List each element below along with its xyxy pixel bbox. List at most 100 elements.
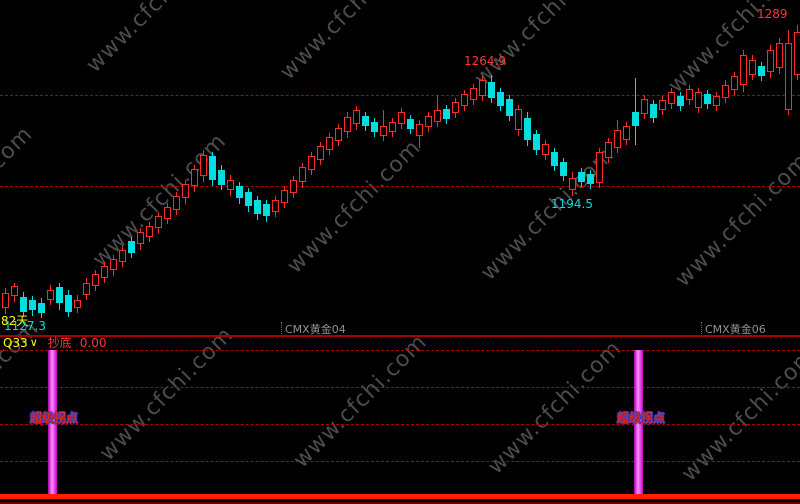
contract-label-cmx06: CMX黄金06	[705, 323, 766, 336]
candle-body	[470, 88, 477, 100]
candle-body	[794, 32, 800, 75]
candle-body	[326, 137, 333, 150]
candle-body	[380, 126, 387, 136]
candle-body	[767, 50, 774, 72]
candle-body	[749, 60, 756, 75]
gridline	[0, 424, 800, 425]
candle-body	[587, 174, 594, 184]
candle-body	[353, 110, 360, 124]
candle-body	[461, 94, 468, 106]
candle-body	[164, 207, 171, 219]
candle-body	[272, 200, 279, 212]
candle-body	[731, 76, 738, 90]
indicator-header: Q33 ∨ 抄底 0.00	[3, 336, 107, 350]
candle-body	[155, 216, 162, 228]
indicator-selector[interactable]: Q33	[3, 336, 28, 350]
candle-body	[92, 274, 99, 286]
candle-body	[335, 128, 342, 141]
candle-body	[452, 102, 459, 113]
indicator-value: 0.00	[79, 336, 107, 350]
watermark-text: www.cfchi.com	[676, 342, 800, 487]
candle-body	[506, 99, 513, 116]
gridline	[0, 350, 800, 351]
candle-body	[308, 156, 315, 170]
candle-body	[686, 89, 693, 100]
candle-body	[389, 122, 396, 132]
candle-body	[578, 172, 585, 182]
signal-label: 超级拐点	[30, 411, 79, 425]
candle-body	[677, 96, 684, 106]
candle-body	[425, 116, 432, 127]
candle-body	[173, 196, 180, 210]
candle-body	[218, 170, 225, 185]
candle-body	[758, 66, 765, 76]
candle-body	[497, 92, 504, 106]
candle-body	[659, 100, 666, 110]
candle-body	[128, 241, 135, 253]
candle-body	[695, 92, 702, 108]
candle-body	[722, 85, 729, 98]
candle-body	[20, 297, 27, 312]
price-label: 1264.9	[464, 54, 506, 68]
candle-body	[137, 232, 144, 244]
candle-body	[776, 43, 783, 68]
candle-body	[47, 290, 54, 300]
candle-body	[632, 112, 639, 126]
candle-body	[596, 152, 603, 183]
candle-body	[371, 122, 378, 132]
price-label: 1194.5	[551, 197, 593, 211]
candle-body	[146, 226, 153, 237]
sub-chart-baseline-shadow	[0, 502, 800, 504]
signal-bar	[634, 350, 643, 494]
candle-body	[101, 266, 108, 278]
gridline	[0, 387, 800, 388]
candle-body	[515, 109, 522, 130]
candle-body	[551, 152, 558, 166]
candle-body	[740, 55, 747, 85]
price-label: 1289	[757, 7, 788, 21]
panel-divider	[0, 335, 800, 337]
candle-body	[245, 192, 252, 206]
candle-body	[227, 180, 234, 190]
candle-body	[65, 295, 72, 312]
watermark-text: www.cfchi.com	[288, 329, 433, 474]
gridline	[0, 95, 800, 96]
candle-body	[785, 43, 792, 110]
watermark-text: www.cfchi.com	[483, 335, 627, 480]
candle-body	[56, 287, 63, 303]
candle-body	[488, 82, 495, 98]
candle-body	[542, 144, 549, 155]
watermark-text: www.cfchi.com	[95, 322, 239, 466]
chevron-down-icon[interactable]: ∨	[29, 336, 38, 349]
candle-body	[29, 300, 36, 310]
candle-body	[605, 142, 612, 158]
candle-body	[650, 104, 657, 118]
candle-wick	[635, 78, 636, 145]
candle-body	[83, 283, 90, 295]
gridline	[0, 461, 800, 462]
candle-body	[443, 109, 450, 119]
candle-body	[479, 80, 486, 96]
candle-body	[2, 293, 9, 308]
candle-body	[407, 119, 414, 129]
candle-body	[713, 96, 720, 106]
candle-body	[560, 162, 567, 176]
contract-label-cmx04: CMX黄金04	[285, 323, 346, 336]
candle-body	[524, 118, 531, 140]
candle-body	[290, 180, 297, 193]
candle-body	[191, 169, 198, 186]
candle-body	[569, 178, 576, 190]
session-tick	[281, 322, 282, 334]
candle-body	[641, 99, 648, 114]
candle-body	[344, 117, 351, 132]
candle-body	[668, 92, 675, 104]
candle-body	[200, 155, 207, 176]
candle-body	[119, 250, 126, 262]
price-label: 82天	[1, 314, 29, 328]
candle-body	[299, 167, 306, 182]
session-tick	[701, 322, 702, 334]
gridline	[0, 186, 800, 187]
candle-body	[317, 146, 324, 160]
candle-body	[281, 190, 288, 203]
